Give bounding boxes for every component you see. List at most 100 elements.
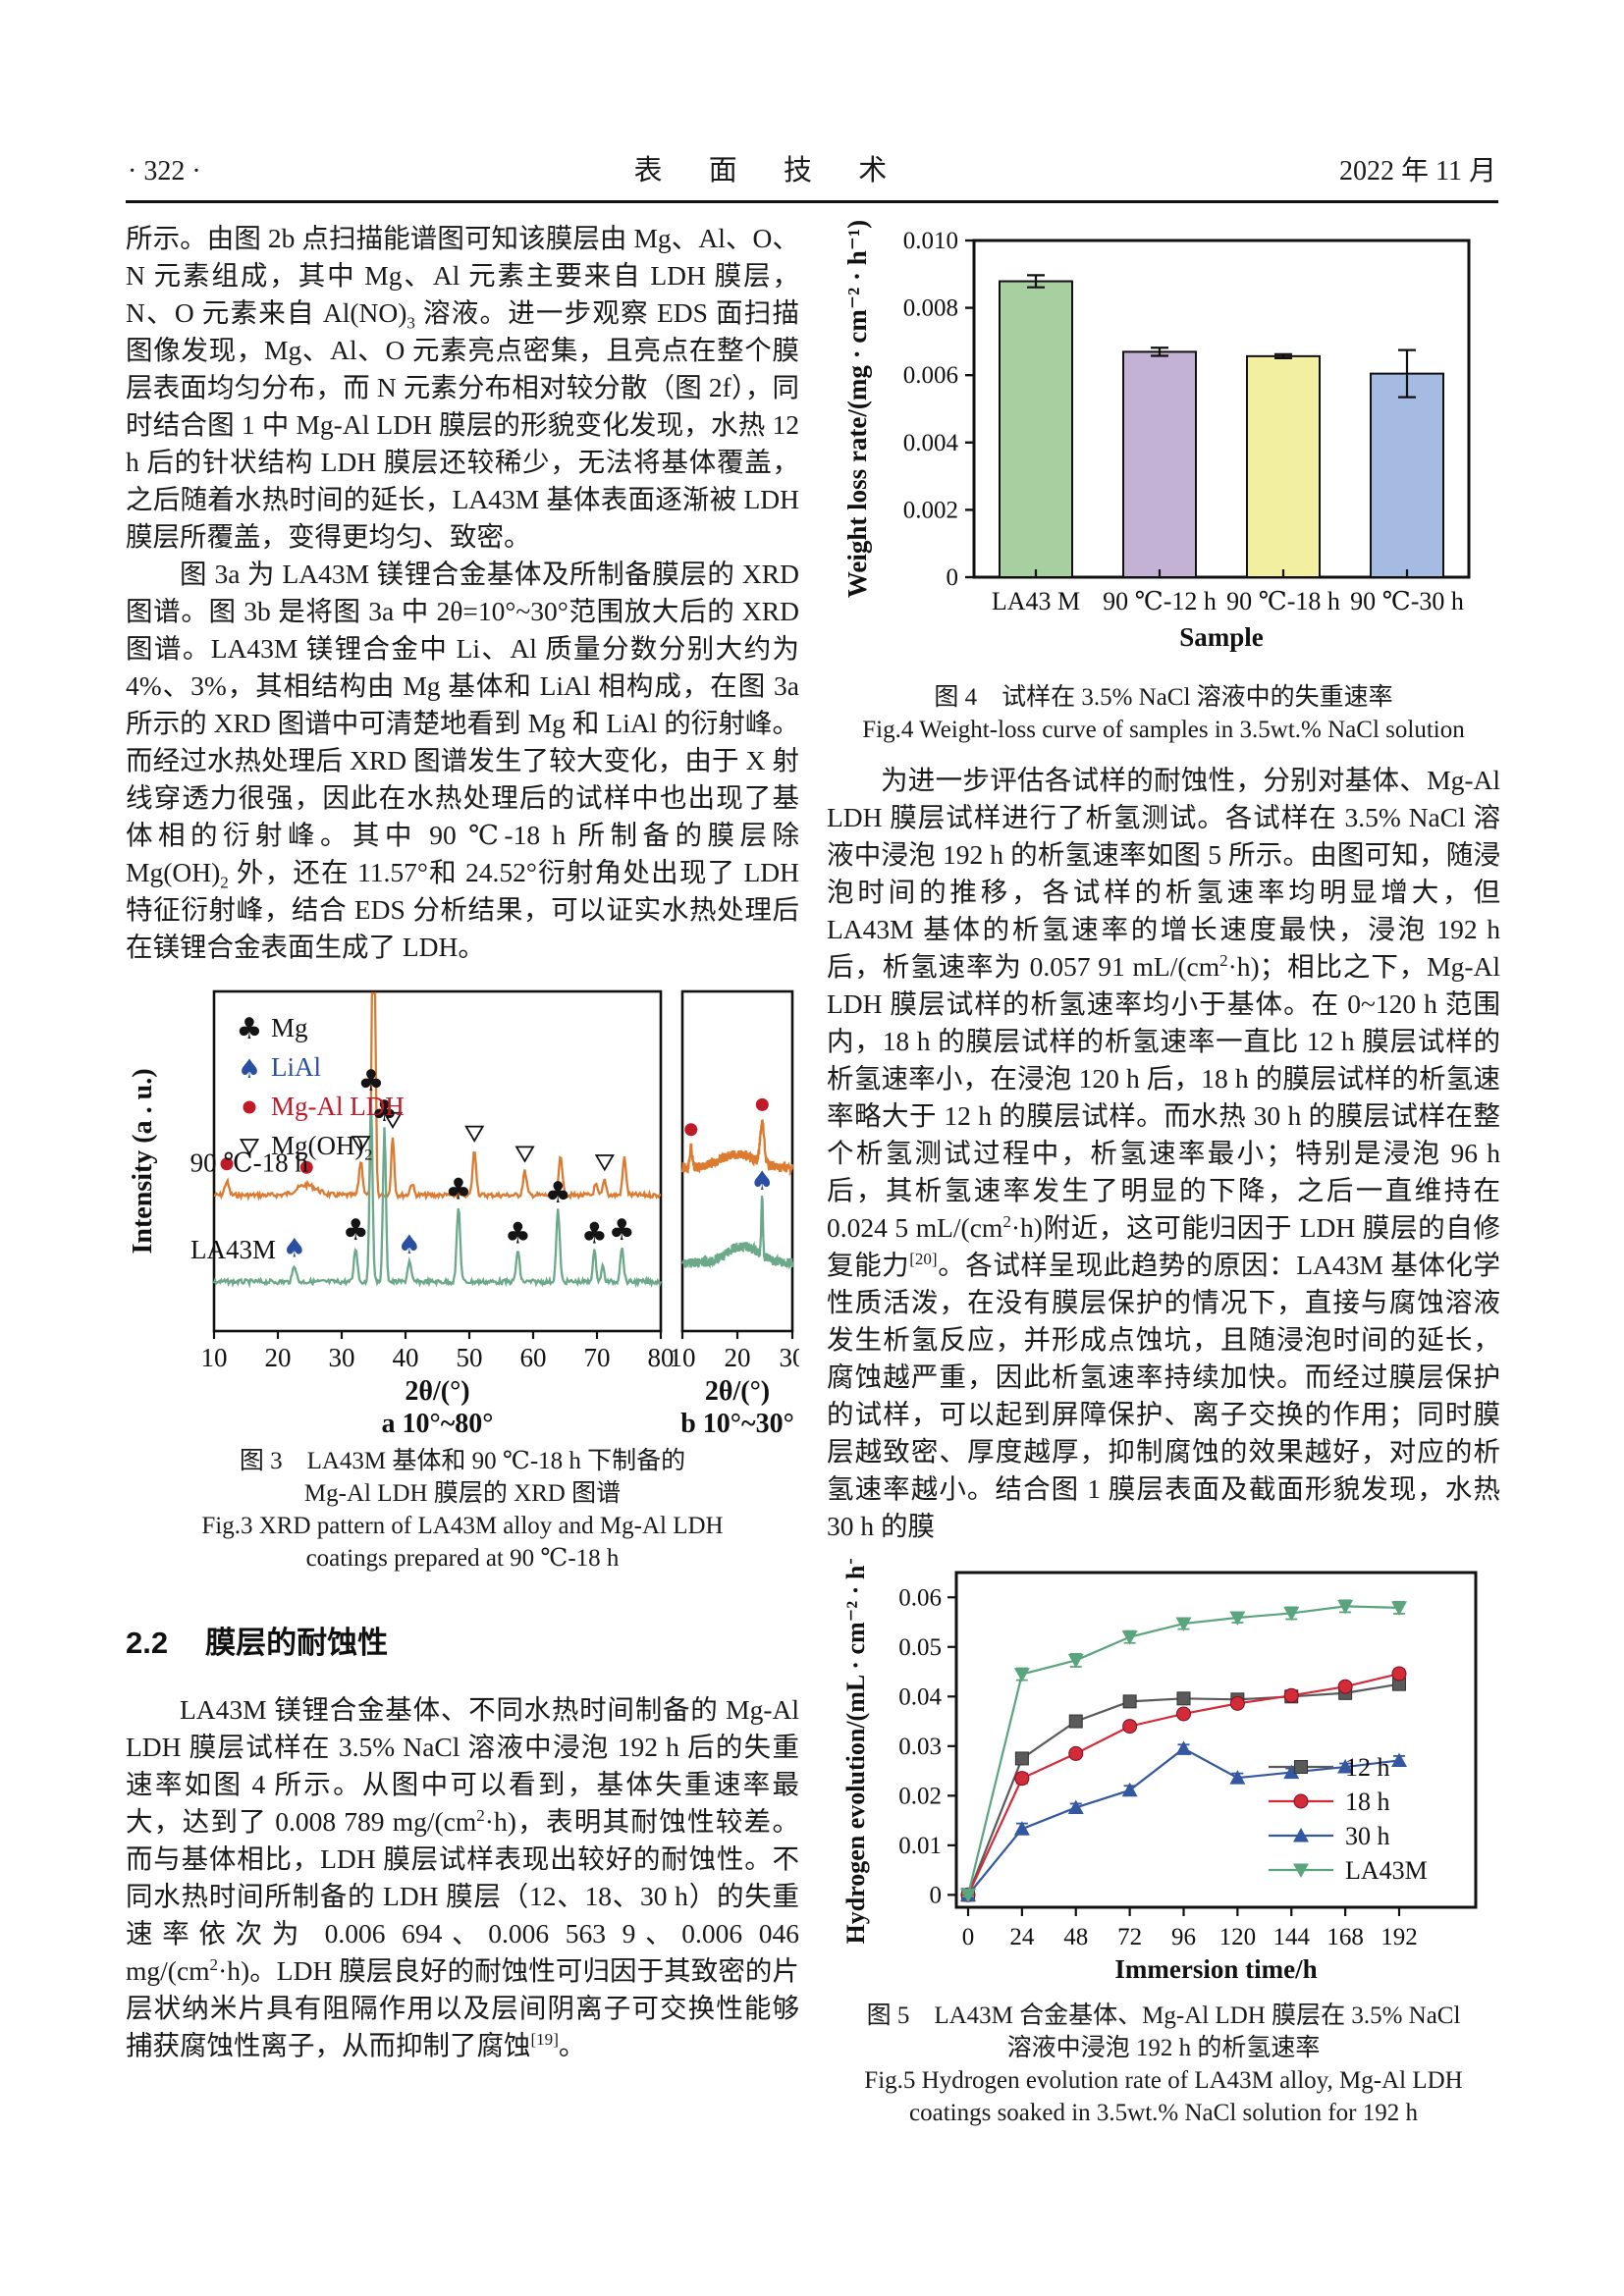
svg-text:60: 60: [520, 1343, 547, 1372]
fig3-caption-en-1: Fig.3 XRD pattern of LA43M alloy and Mg-…: [201, 1513, 724, 1539]
svg-text:0.05: 0.05: [898, 1634, 942, 1661]
svg-text:b 10°~30°: b 10°~30°: [680, 1409, 794, 1436]
svg-text:LiAl: LiAl: [271, 1052, 321, 1082]
svg-text:Mg-Al LDH: Mg-Al LDH: [271, 1092, 405, 1121]
svg-text:2θ/(°): 2θ/(°): [405, 1376, 469, 1407]
fig5-caption-en-1: Fig.5 Hydrogen evolution rate of LA43M a…: [864, 2067, 1463, 2094]
svg-text:♣: ♣: [609, 1213, 635, 1248]
paragraph-hydrogen-evolution: 为进一步评估各试样的耐蚀性，分别对基体、Mg-Al LDH 膜层试样进行了析氢测…: [827, 765, 1500, 1541]
svg-text:96: 96: [1171, 1924, 1196, 1950]
svg-text:LA43M: LA43M: [190, 1235, 276, 1264]
fig4-caption-zh: 图 4 试样在 3.5% NaCl 溶液中的失重速率: [934, 684, 1393, 711]
svg-text:LA43M: LA43M: [1345, 1856, 1428, 1885]
svg-text:2θ/(°): 2θ/(°): [705, 1376, 770, 1407]
fig3-xrd-chart: Intensity (a . u.) 10 20 30 40 50 60 70 80 2θ/(°)…: [128, 989, 806, 1439]
svg-text:90 ℃-12 h: 90 ℃-12 h: [1103, 587, 1217, 615]
svg-text:Hydrogen evolution/(mL · cm⁻²: Hydrogen evolution/(mL · cm⁻² · h⁻¹): [841, 1559, 870, 1944]
svg-text:♣: ♣: [343, 1213, 369, 1248]
svg-text:♣: ♣: [445, 1173, 471, 1207]
svg-text:20: 20: [725, 1343, 751, 1372]
svg-text:0.02: 0.02: [898, 1783, 942, 1809]
svg-text:Immersion time/h: Immersion time/h: [1114, 1954, 1317, 1984]
svg-text:♠: ♠: [750, 1166, 774, 1197]
left-column: 所示。由图 2b 点扫描能谱图可知该膜层由 Mg、Al、O、N 元素组成，其中 …: [126, 220, 806, 2064]
fig5-caption-zh-1: 图 5 LA43M 合金基体、Mg-Al LDH 膜层在 3.5% NaCl: [866, 2002, 1461, 2029]
journal-title: 表 面 技 术: [633, 155, 907, 187]
fig5-line-chart: 0 0.01 0.02 0.03 0.04 0.05 0.06 0 24 48 72 96 120 144…: [841, 1536, 1478, 1984]
svg-text:♣: ♣: [237, 1012, 263, 1046]
svg-text:10: 10: [201, 1343, 228, 1372]
svg-text:90 ℃-18 h: 90 ℃-18 h: [1226, 587, 1340, 615]
header-rule: [126, 200, 1498, 203]
svg-text:0.04: 0.04: [898, 1683, 942, 1710]
fig3-caption-zh-2: Mg-Al LDH 膜层的 XRD 图谱: [303, 1480, 622, 1507]
figure-3: Intensity (a . u.) 10 20 30 40 50 60 70 80 2θ/(°)…: [126, 980, 806, 1575]
svg-text:0.002: 0.002: [903, 497, 958, 523]
svg-text:Intensity (a . u.): Intensity (a . u.): [128, 1068, 158, 1254]
fig5-caption-en-2: coatings soaked in 3.5wt.% NaCl solution…: [909, 2100, 1418, 2126]
svg-text:50: 50: [457, 1343, 483, 1372]
svg-text:12 h: 12 h: [1345, 1753, 1390, 1782]
svg-text:0: 0: [947, 564, 959, 591]
svg-text:168: 168: [1326, 1924, 1364, 1950]
svg-text:♣: ♣: [505, 1217, 531, 1252]
svg-text:30 h: 30 h: [1345, 1822, 1390, 1850]
svg-text:Sample: Sample: [1179, 622, 1264, 652]
svg-text:♠: ♠: [283, 1234, 306, 1264]
svg-text:0.008: 0.008: [903, 295, 958, 322]
svg-text:0: 0: [962, 1924, 975, 1950]
svg-text:0.004: 0.004: [903, 430, 959, 456]
section-number: 2.2: [126, 1626, 169, 1660]
svg-text:0.006: 0.006: [903, 362, 958, 389]
svg-text:144: 144: [1273, 1924, 1311, 1950]
svg-text:Mg(OH)₂: Mg(OH)₂: [271, 1131, 373, 1160]
svg-text:LA43 M: LA43 M: [992, 587, 1080, 615]
svg-text:0.06: 0.06: [898, 1584, 942, 1611]
figure-4-caption: 图 4 试样在 3.5% NaCl 溶液中的失重速率 Fig.4 Weight-…: [827, 681, 1500, 746]
svg-text:♣: ♣: [357, 1064, 384, 1098]
section-heading-2-2: 2.2 膜层的耐蚀性: [126, 1618, 799, 1662]
svg-text:♣: ♣: [581, 1217, 608, 1252]
figure-5-caption: 图 5 LA43M 合金基体、Mg-Al LDH 膜层在 3.5% NaCl 溶…: [827, 2000, 1500, 2129]
fig3-caption-en-2: coatings prepared at 90 ℃-18 h: [305, 1545, 620, 1572]
svg-text:72: 72: [1117, 1924, 1142, 1950]
svg-text:20: 20: [265, 1343, 292, 1372]
svg-text:♣: ♣: [545, 1176, 571, 1210]
right-column: 0 0.002 0.004 0.006 0.008 0.010 Weight loss ra…: [827, 206, 1500, 2129]
figure-5: 0 0.01 0.02 0.03 0.04 0.05 0.06 0 24 48 72 96 120 144…: [827, 1536, 1500, 2129]
svg-text:90 ℃-30 h: 90 ℃-30 h: [1350, 587, 1464, 615]
svg-text:♠: ♠: [238, 1054, 261, 1085]
svg-text:70: 70: [584, 1343, 611, 1372]
figure-4: 0 0.002 0.004 0.006 0.008 0.010 Weight loss ra…: [827, 206, 1500, 746]
fig4-caption-en: Fig.4 Weight-loss curve of samples in 3.…: [862, 717, 1465, 743]
issue-date: 2022 年 11 月: [1339, 156, 1496, 187]
fig3-caption-zh-1: 图 3 LA43M 基体和 90 ℃-18 h 下制备的: [239, 1448, 686, 1474]
page-header: · 322 · 表 面 技 术 2022 年 11 月: [128, 147, 1496, 188]
svg-text:0.03: 0.03: [898, 1734, 942, 1760]
svg-text:Mg: Mg: [271, 1013, 308, 1042]
svg-text:24: 24: [1009, 1924, 1035, 1950]
svg-text:30: 30: [329, 1343, 355, 1372]
svg-text:18 h: 18 h: [1345, 1788, 1390, 1816]
svg-text:Weight loss rate/(mg · cm⁻² ·: Weight loss rate/(mg · cm⁻² · h⁻¹): [842, 220, 872, 598]
svg-text:a 10°~80°: a 10°~80°: [382, 1409, 494, 1436]
svg-text:48: 48: [1063, 1924, 1088, 1950]
paragraph-weight-loss: LA43M 镁锂合金基体、不同水热时间制备的 Mg-Al LDH 膜层试样在 3…: [126, 1694, 799, 2060]
svg-text:80: 80: [648, 1343, 675, 1372]
svg-text:0: 0: [930, 1882, 943, 1908]
fig5-caption-zh-2: 溶液中浸泡 192 h 的析氢速率: [1006, 2035, 1321, 2061]
paragraph-eds-analysis: 所示。由图 2b 点扫描能谱图可知该膜层由 Mg、Al、O、N 元素组成，其中 …: [126, 223, 799, 552]
svg-text:30: 30: [780, 1343, 800, 1372]
page-number: · 322 ·: [128, 156, 201, 187]
svg-text:10: 10: [670, 1343, 696, 1372]
svg-text:40: 40: [393, 1343, 419, 1372]
svg-text:♣: ♣: [371, 1095, 398, 1129]
paragraph-xrd-analysis: 图 3a 为 LA43M 镁锂合金基体及所制备膜层的 XRD 图谱。图 3b 是…: [126, 559, 799, 962]
svg-text:192: 192: [1380, 1924, 1418, 1950]
svg-text:0.010: 0.010: [903, 228, 958, 254]
figure-3-caption: 图 3 LA43M 基体和 90 ℃-18 h 下制备的 Mg-Al LDH 膜…: [126, 1445, 799, 1575]
svg-text:120: 120: [1219, 1924, 1257, 1950]
fig4-bar-chart: 0 0.002 0.004 0.006 0.008 0.010 Weight loss ra…: [842, 220, 1471, 652]
svg-text:0.01: 0.01: [898, 1833, 942, 1859]
svg-text:♠: ♠: [398, 1230, 421, 1260]
